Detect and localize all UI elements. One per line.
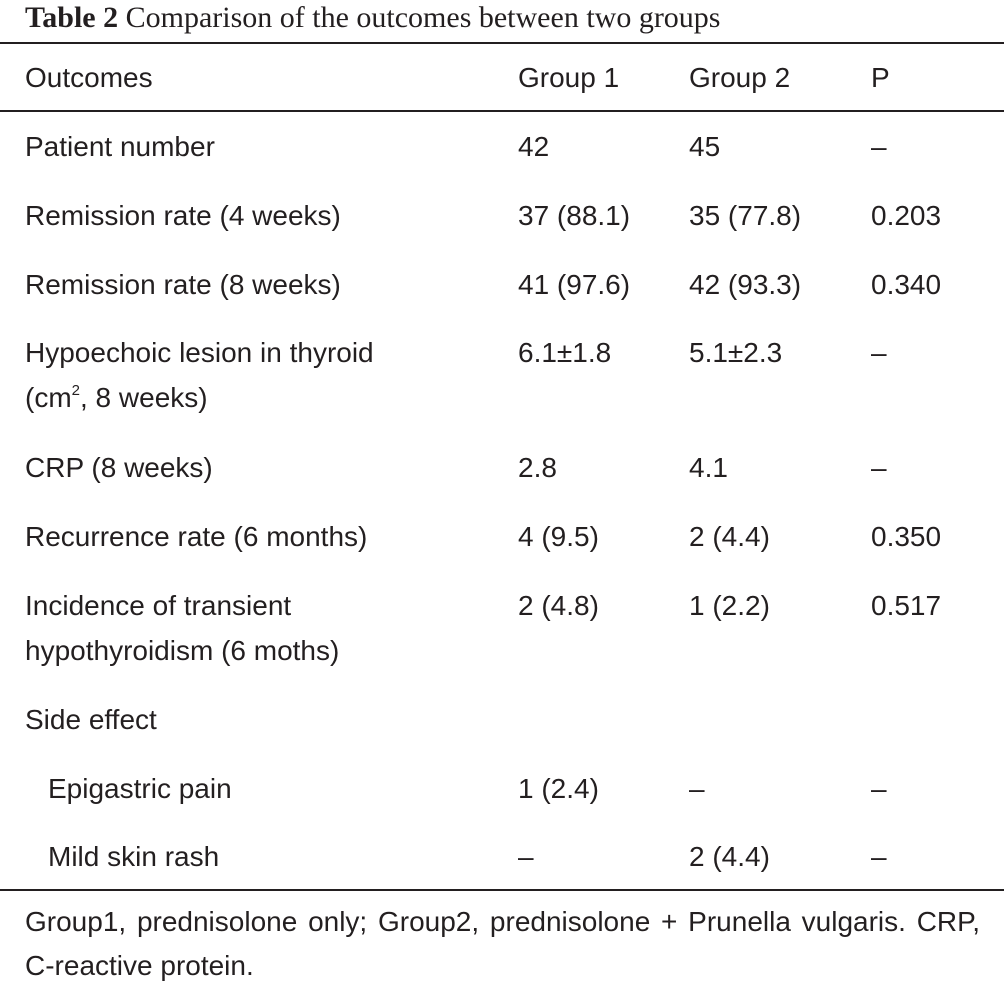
cell-p: 0.340 — [871, 269, 942, 300]
table-caption: Table 2 Comparison of the outcomes betwe… — [25, 0, 720, 40]
cell-group1: 2.8 — [518, 452, 557, 483]
unit-superscript: 2 — [71, 382, 80, 399]
table-caption-text: Comparison of the outcomes between two g… — [125, 1, 721, 34]
cell-group1: 41 (97.6) — [518, 269, 631, 300]
cell-p: – — [871, 841, 887, 872]
cell-outcome-line1: Incidence of transient — [25, 590, 292, 621]
cell-group2: 42 (93.3) — [689, 269, 802, 300]
header-p: P — [871, 62, 890, 93]
header-group2: Group 2 — [689, 62, 791, 93]
cell-outcome-line2: (cm2, 8 weeks) — [25, 376, 208, 420]
cell-p: – — [871, 773, 887, 804]
cell-group1: – — [518, 841, 534, 872]
header-outcomes: Outcomes — [25, 62, 153, 93]
table-caption-label: Table 2 — [25, 1, 119, 34]
bottom-rule — [0, 889, 1004, 891]
cell-group1: 4 (9.5) — [518, 521, 599, 552]
top-rule — [0, 42, 1004, 44]
cell-outcome: Epigastric pain — [48, 773, 232, 804]
unit-suffix: , 8 weeks) — [80, 382, 208, 413]
cell-group2: – — [689, 773, 705, 804]
cell-outcome-line1: Hypoechoic lesion in thyroid — [25, 337, 374, 368]
header-rule — [0, 110, 1004, 112]
cell-outcome: Side effect — [25, 704, 157, 735]
cell-p: – — [871, 337, 887, 368]
cell-p: 0.203 — [871, 200, 942, 231]
cell-outcome: Remission rate (4 weeks) — [25, 200, 341, 231]
cell-group1: 42 — [518, 131, 550, 162]
cell-p: – — [871, 452, 887, 483]
cell-outcome: Patient number — [25, 131, 215, 162]
cell-group2: 5.1±2.3 — [689, 337, 783, 368]
cell-group1: 2 (4.8) — [518, 590, 599, 621]
cell-group2: 35 (77.8) — [689, 200, 802, 231]
cell-group2: 45 — [689, 131, 721, 162]
cell-outcome: Remission rate (8 weeks) — [25, 269, 341, 300]
cell-group1: 37 (88.1) — [518, 200, 631, 231]
unit-prefix: (cm — [25, 382, 72, 413]
cell-p: – — [871, 131, 887, 162]
cell-p: 0.350 — [871, 521, 942, 552]
cell-outcome: Mild skin rash — [48, 841, 220, 872]
cell-group1: 1 (2.4) — [518, 773, 599, 804]
cell-group2: 1 (2.2) — [689, 590, 770, 621]
cell-outcome: CRP (8 weeks) — [25, 452, 213, 483]
cell-group1: 6.1±1.8 — [518, 337, 612, 368]
cell-group2: 4.1 — [689, 452, 728, 483]
cell-outcome-line2: hypothyroidism (6 moths) — [25, 635, 340, 666]
cell-group2: 2 (4.4) — [689, 841, 770, 872]
cell-outcome: Recurrence rate (6 months) — [25, 521, 368, 552]
cell-group2: 2 (4.4) — [689, 521, 770, 552]
header-group1: Group 1 — [518, 62, 620, 93]
cell-p: 0.517 — [871, 590, 942, 621]
table-footnote: Group1, prednisolone only; Group2, predn… — [25, 906, 980, 981]
